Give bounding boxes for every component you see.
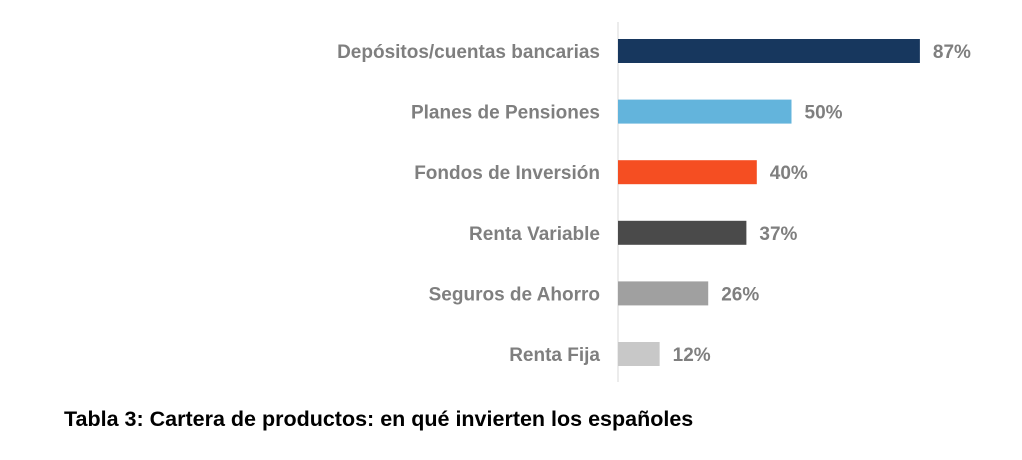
bar (618, 342, 660, 366)
figure-caption: Tabla 3: Cartera de productos: en qué in… (64, 407, 694, 431)
bar-chart: Depósitos/cuentas bancarias 87% Planes de … (337, 22, 971, 382)
value-label: 26% (721, 284, 759, 305)
category-label: Planes de Pensiones (411, 103, 600, 124)
value-label: 50% (805, 103, 843, 124)
value-label: 12% (673, 345, 711, 366)
bars: Depósitos/cuentas bancarias 87% Planes de … (337, 39, 971, 366)
bar (618, 39, 920, 63)
value-label: 87% (933, 42, 971, 63)
bar (618, 220, 747, 245)
value-label: 37% (759, 224, 797, 245)
category-label: Seguros de Ahorro (429, 284, 600, 305)
category-label: Depósitos/cuentas bancarias (337, 42, 600, 63)
bar (618, 99, 792, 124)
category-label: Renta Fija (509, 345, 600, 366)
value-label: 40% (770, 163, 808, 184)
bar (618, 281, 709, 306)
bar (618, 160, 757, 185)
category-label: Renta Variable (469, 224, 600, 245)
category-label: Fondos de Inversión (414, 163, 600, 184)
